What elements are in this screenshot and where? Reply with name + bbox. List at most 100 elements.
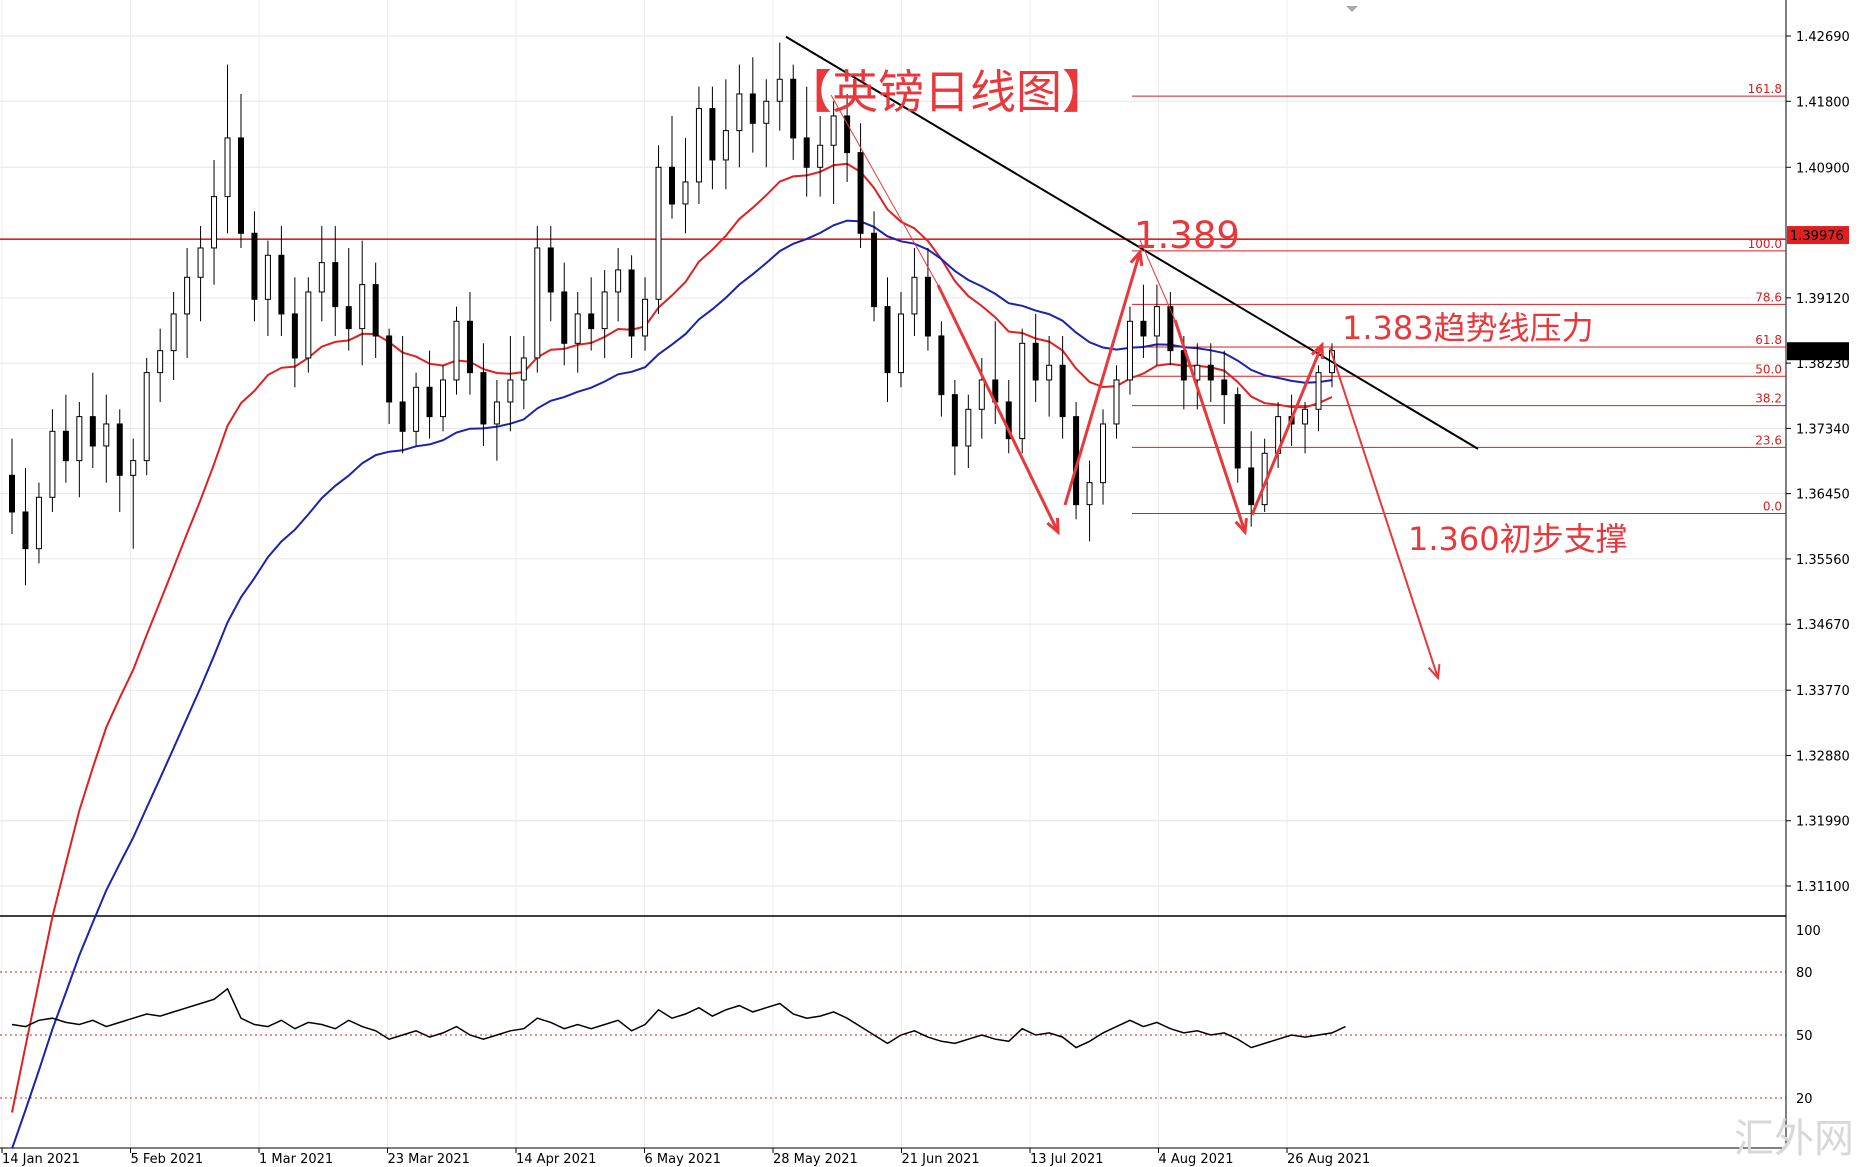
- candle-body: [776, 78, 783, 102]
- candle-body: [736, 93, 743, 132]
- candle-body: [830, 115, 837, 146]
- oscillator-tick-label: 20: [1796, 1092, 1813, 1107]
- oscillator-tick-label: 80: [1796, 966, 1813, 981]
- candle-body: [1248, 467, 1255, 506]
- annotation-trendline-resistance: 1.383趋势线压力: [1342, 309, 1594, 347]
- trend-arrow-shaft: [1063, 251, 1142, 506]
- candle-body: [655, 166, 662, 300]
- candle-body: [493, 401, 500, 425]
- candle-body: [803, 137, 810, 168]
- fib-level-label: 78.6: [1755, 290, 1782, 304]
- candle-body: [9, 474, 15, 513]
- trend-arrow-head: [1234, 517, 1248, 536]
- price-tick-label: 1.38230: [1796, 357, 1850, 372]
- candle-body: [1005, 401, 1012, 440]
- price-tick-label: 1.33770: [1796, 684, 1850, 699]
- time-tick-label: 5 Feb 2021: [131, 1152, 204, 1167]
- trend-arrow-head: [1046, 517, 1060, 536]
- time-axis-labels: 14 Jan 2021 5 Feb 2021 1 Mar 2021 23 Mar 20…: [2, 1152, 1370, 1167]
- candle-body: [561, 291, 568, 344]
- candle-body: [278, 254, 285, 315]
- trend-arrow-shaft: [830, 94, 939, 286]
- trend-arrow-shaft: [936, 284, 1060, 533]
- candle-body: [1126, 320, 1133, 381]
- candle-body: [763, 100, 770, 124]
- candle-body: [224, 137, 231, 198]
- oscillator-line: [11, 987, 1346, 1049]
- price-tick-label: 1.39120: [1796, 292, 1850, 307]
- price-tick-label: 1.31990: [1796, 815, 1850, 830]
- time-tick-label: 6 May 2021: [645, 1152, 722, 1167]
- candle-body: [857, 152, 864, 234]
- candle-body: [722, 130, 729, 161]
- candle-body: [170, 313, 177, 352]
- fib-level-label: 23.6: [1755, 433, 1782, 447]
- candle-body: [669, 166, 675, 205]
- candle-body: [237, 137, 244, 234]
- chart-title: 【英镑日线图】: [786, 65, 1108, 119]
- candle-body: [1194, 364, 1201, 381]
- candle-body: [116, 423, 123, 476]
- candle-body: [413, 386, 420, 432]
- candle-body: [143, 372, 150, 462]
- candle-body: [1221, 379, 1228, 396]
- candle-body: [305, 291, 312, 359]
- oscillator-axis-labels: 100 80 50 20: [1796, 924, 1821, 1107]
- candle-body: [49, 430, 56, 498]
- candle-body: [399, 401, 406, 432]
- candle-body: [642, 298, 649, 337]
- candle-body: [588, 313, 595, 330]
- candle-body: [574, 313, 581, 344]
- candle-body: [318, 262, 325, 293]
- price-tick-label: 1.31100: [1796, 880, 1850, 895]
- candle-body: [89, 416, 96, 447]
- candle-body: [1113, 379, 1120, 425]
- candle-body: [507, 379, 514, 403]
- candle-body: [965, 408, 972, 447]
- trend-arrow-shaft: [1139, 239, 1176, 321]
- candle-body: [480, 372, 487, 425]
- price-label-box: [1787, 342, 1849, 361]
- price-label-current: 1.38392: [1787, 342, 1849, 361]
- candle-body: [1302, 408, 1309, 425]
- candle-body: [884, 306, 891, 374]
- candle-body: [1153, 306, 1160, 337]
- fib-level-label: 161.8: [1748, 82, 1782, 96]
- trend-arrow-head: [1129, 248, 1144, 267]
- trend-arrow-head: [1310, 341, 1324, 360]
- time-tick-label: 28 May 2021: [773, 1152, 858, 1167]
- candle-body: [534, 247, 541, 359]
- candle-body: [76, 416, 83, 462]
- candle-body: [184, 276, 191, 315]
- fib-level-label: 0.0: [1763, 499, 1782, 513]
- price-label-level: 1.39976: [1787, 226, 1849, 245]
- candle-body: [103, 423, 110, 447]
- candle-body: [897, 313, 904, 374]
- fib-level-label: 38.2: [1755, 392, 1782, 406]
- price-tick-label: 1.32880: [1796, 749, 1850, 764]
- downtrend-line: [785, 35, 1479, 450]
- watermark: 汇外网: [1734, 1116, 1854, 1162]
- candlesticks: [9, 42, 1335, 586]
- fib-level-label: 61.8: [1755, 333, 1782, 347]
- candle-body: [1019, 342, 1026, 440]
- level-price-label: 1.39976: [1790, 229, 1844, 244]
- candle-body: [1234, 394, 1241, 469]
- candle-body: [682, 181, 689, 205]
- candle-body: [1167, 306, 1174, 352]
- candle-body: [951, 394, 958, 447]
- candle-body: [157, 350, 164, 374]
- candle-body: [35, 496, 42, 550]
- price-tick-label: 1.40900: [1796, 161, 1850, 176]
- candle-body: [817, 144, 824, 168]
- candle-body: [601, 291, 608, 330]
- candle-body: [938, 335, 945, 396]
- candle-body: [264, 254, 271, 300]
- candle-body: [1046, 364, 1053, 381]
- trend-arrow-shaft: [1250, 344, 1324, 516]
- candle-body: [426, 386, 433, 418]
- candle-body: [359, 284, 366, 330]
- oscillator: [11, 987, 1346, 1049]
- trend-arrow-head: [1427, 663, 1441, 681]
